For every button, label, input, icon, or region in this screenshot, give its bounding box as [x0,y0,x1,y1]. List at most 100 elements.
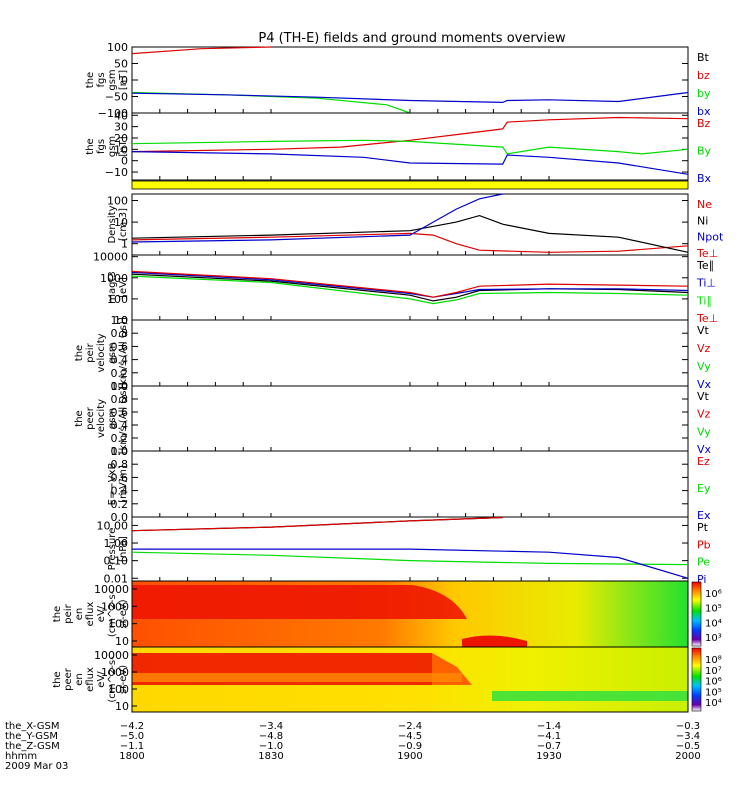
x-tick-label: −3.4 [259,721,283,732]
y-axis-label: sr-eV) [118,599,129,628]
y-tick-label: 0.6 [111,406,129,419]
legend-by: by [697,87,711,100]
y-tick-label: 0.8 [111,327,129,340]
y-tick-label: 100 [107,41,128,54]
series-line-Ne [131,232,689,253]
y-tick-label: 10000 [93,251,128,264]
y-axis-label: the [52,606,63,622]
x-tick-label: −0.5 [676,741,700,752]
y-tick-label: 1000 [101,666,129,679]
x-tick-label: −0.3 [676,721,700,732]
series-line-Ti⊥ [131,271,689,298]
y-tick-label: 1000 [101,600,129,613]
y-axis-label: peir [85,342,96,362]
panel-fgs-gsm-top: 100 50 0 −50 −100 Bt bz by bx the fgs gsm [nT] [85,41,711,120]
spectrogram-green-band [492,691,688,701]
legend-Pb: Pb [697,538,711,551]
series-line-bz [131,46,272,55]
x-tick-label: −1.1 [120,741,144,752]
legend-Npot: Npot [697,231,724,244]
x-row-label: the_Z-GSM [5,741,60,752]
colorbar-label: 10³ [705,633,722,644]
y-tick-label: 50 [114,58,128,71]
y-tick-label: 30 [114,121,128,134]
y-tick-label: 0.0 [111,445,129,458]
legend-Te⊥: Te⊥ [696,312,718,325]
y-tick-label: 1.0 [111,314,129,327]
y-axis-label: peer [63,667,74,691]
series-line-Pe [131,551,689,566]
legend-Vy: Vy [697,425,711,438]
spectrogram-low-energy-patch [462,635,527,647]
y-tick-label: 10 [114,314,128,327]
y-tick-label: 100 [108,618,129,631]
panel-frame [131,254,689,321]
legend-Ne: Ne [697,198,712,211]
legend-Pe: Pe [697,556,710,569]
panel-frame [131,450,689,518]
colorbar-label: 10⁷ [705,666,722,677]
y-axis-label: peir [63,603,74,623]
legend-Vz: Vz [697,342,711,355]
y-tick-label: 0 [121,74,128,87]
panel-peir-eflux: 10000 1000 100 10 10⁶ 10⁵ 10⁴ 10³ the peir en eflux… [52,580,722,648]
y-tick-label: 20 [114,132,128,145]
y-tick-label: 10 [115,700,129,713]
legend-Bt: Bt [697,51,710,64]
y-tick-label: 0.6 [111,340,129,353]
x-tick-label: 2000 [675,751,700,762]
colorbar [691,647,702,712]
y-tick-label: 0.4 [111,485,129,498]
y-axis-label: [km/s (All Qs)] [118,317,129,389]
x-tick-label: −1.0 [259,741,283,752]
legend-Vt: Vt [697,390,710,403]
y-axis-label: fgs [96,139,107,154]
y-tick-label: 0.2 [111,432,129,445]
y-tick-label: 0.10 [104,555,129,568]
y-tick-label: 0.4 [111,354,129,367]
series-line-Ni [131,214,689,253]
y-axis-label: en [74,673,85,686]
colorbar [691,581,702,647]
y-tick-label: 40 [114,109,128,122]
legend-Ni: Ni [697,214,708,227]
series-line-Te⊥ [131,270,689,298]
y-axis-label: sr-eV) [118,665,129,694]
y-tick-label: 1000 [100,272,128,285]
x-tick-label: −0.9 [398,741,422,752]
y-axis-label: [eV] [118,277,129,298]
panel-frame [131,112,689,181]
series-line-Pi [132,548,689,579]
x-tick-label: 1930 [536,751,561,762]
y-axis-label: gsm [107,342,118,363]
y-axis-label: magt3 [107,271,118,304]
y-tick-label: 1.0 [111,445,129,458]
legend-Ez: Ez [697,455,710,468]
x-tick-label: 1800 [119,751,144,762]
spectrogram-mid-band [132,673,462,682]
y-axis-label: eV/ [96,605,107,622]
y-tick-label: 0.0 [111,511,129,524]
colorbar-label: 10⁴ [705,618,722,629]
y-axis-label: velocity [96,333,107,372]
y-axis-label: gsm [107,69,118,90]
legend-Vy: Vy [697,360,711,373]
panel-frame [131,193,689,256]
legend-Pt: Pt [697,521,709,534]
x-tick-label: −0.7 [537,741,561,752]
y-axis-label: eflux [85,602,96,627]
y-axis-label: velocity [96,399,107,438]
y-axis-label: [nT] [118,136,129,156]
y-tick-label: 10 [114,143,128,156]
colorbar-label: 10⁴ [705,698,722,709]
legend-By: By [697,145,712,158]
x-row-label: hhmm [5,751,37,762]
y-axis-label: [mV/m] [118,465,129,503]
legend-Ex: Ex [697,509,711,522]
y-axis-label: Density [107,205,118,243]
y-tick-label: 0.2 [111,367,129,380]
